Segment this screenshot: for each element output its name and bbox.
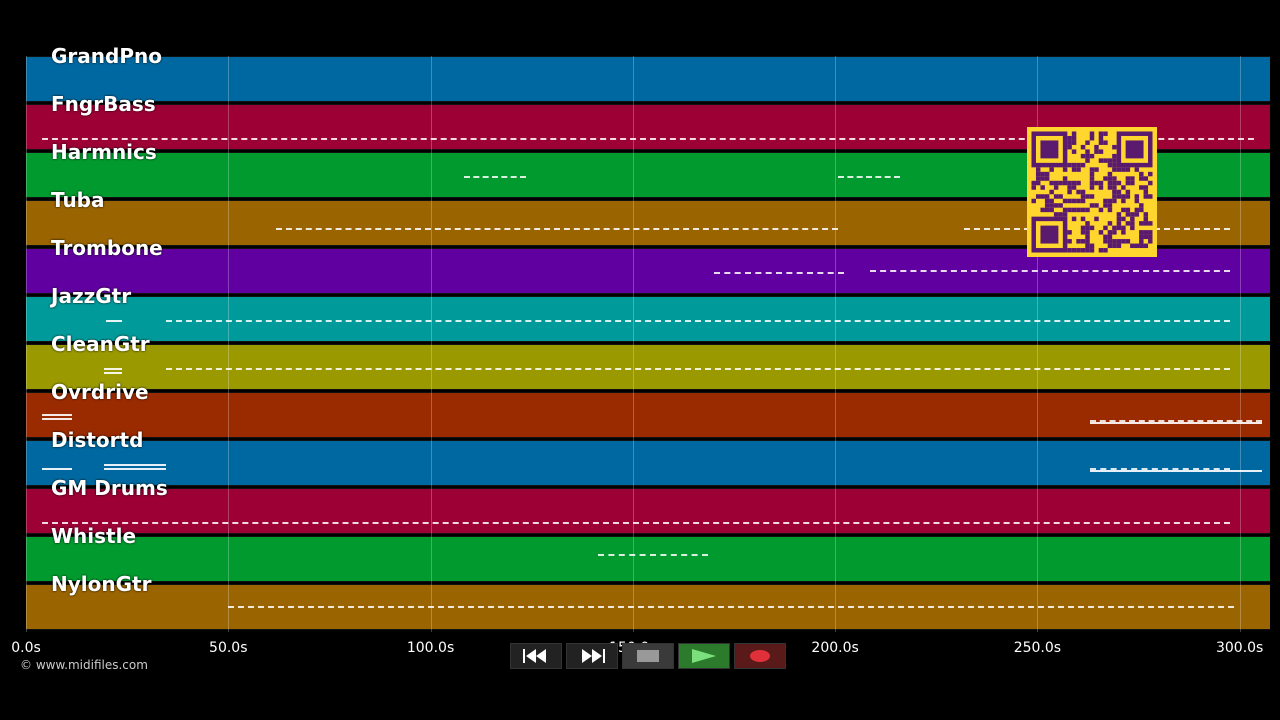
- note-sequence: [464, 176, 526, 178]
- rewind-icon: [523, 649, 546, 663]
- note-block: [42, 468, 72, 470]
- track-label: Distortd: [51, 428, 144, 452]
- note-sequence: [1090, 420, 1262, 422]
- record-icon: [750, 650, 770, 662]
- track-lane: [26, 344, 1270, 390]
- note-block: [104, 368, 122, 370]
- note-sequence: [598, 554, 708, 556]
- transport-controls: [510, 643, 786, 669]
- note-block: [106, 320, 122, 322]
- axis-tick-label: 100.0s: [406, 640, 455, 656]
- note-sequence: [228, 606, 1234, 608]
- gridline: [1239, 56, 1241, 632]
- note-sequence: [42, 522, 1230, 524]
- track-lane: [26, 392, 1270, 438]
- track-lane: [26, 488, 1270, 534]
- qr-code: [1027, 127, 1157, 257]
- note-block: [104, 372, 122, 374]
- note-block: [1090, 470, 1262, 472]
- track-lane: [26, 296, 1270, 342]
- play-icon: [692, 649, 716, 663]
- track-label: FngrBass: [51, 92, 156, 116]
- record-button[interactable]: [734, 643, 786, 669]
- play-button[interactable]: [678, 643, 730, 669]
- note-sequence: [166, 320, 1230, 322]
- fast-forward-icon: [582, 649, 605, 663]
- stop-button[interactable]: [622, 643, 674, 669]
- track-label: Whistle: [51, 524, 137, 548]
- note-sequence: [870, 270, 1230, 272]
- track-label: Harmnics: [51, 140, 157, 164]
- gridline: [835, 56, 837, 632]
- axis-tick-label: 250.0s: [1013, 640, 1062, 656]
- note-block: [42, 414, 72, 416]
- note-sequence: [1090, 468, 1230, 470]
- stop-icon: [637, 650, 659, 662]
- gridline: [1037, 56, 1039, 632]
- fast-forward-button[interactable]: [566, 643, 618, 669]
- track-label: CleanGtr: [51, 332, 150, 356]
- gridline: [228, 56, 230, 632]
- track-label: Ovrdrive: [51, 380, 149, 404]
- track-label: Trombone: [51, 236, 163, 260]
- copyright-text: © www.midifiles.com: [20, 658, 148, 672]
- track-label: JazzGtr: [51, 284, 132, 308]
- track-label: GM Drums: [51, 476, 168, 500]
- axis-tick-label: 200.0s: [811, 640, 859, 656]
- track-label: NylonGtr: [51, 572, 152, 596]
- note-block: [42, 418, 72, 420]
- axis-tick-label: 300.0s: [1215, 640, 1264, 656]
- gridline: [430, 56, 432, 632]
- gridline: [26, 56, 27, 632]
- note-block: [104, 464, 166, 466]
- note-sequence: [714, 272, 844, 274]
- track-lane: [26, 536, 1270, 582]
- note-block: [104, 468, 166, 470]
- track-label: GrandPno: [51, 44, 162, 68]
- note-sequence: [42, 138, 1254, 140]
- rewind-button[interactable]: [510, 643, 562, 669]
- axis-tick-label: 0.0s: [11, 640, 41, 656]
- note-sequence: [166, 368, 1230, 370]
- gridline: [632, 56, 634, 632]
- track-lane: [26, 440, 1270, 486]
- note-sequence: [838, 176, 900, 178]
- axis-tick-label: 50.0s: [209, 640, 248, 656]
- note-sequence: [276, 228, 838, 230]
- track-lane: [26, 56, 1270, 102]
- note-block: [1090, 422, 1262, 424]
- track-label: Tuba: [51, 188, 105, 212]
